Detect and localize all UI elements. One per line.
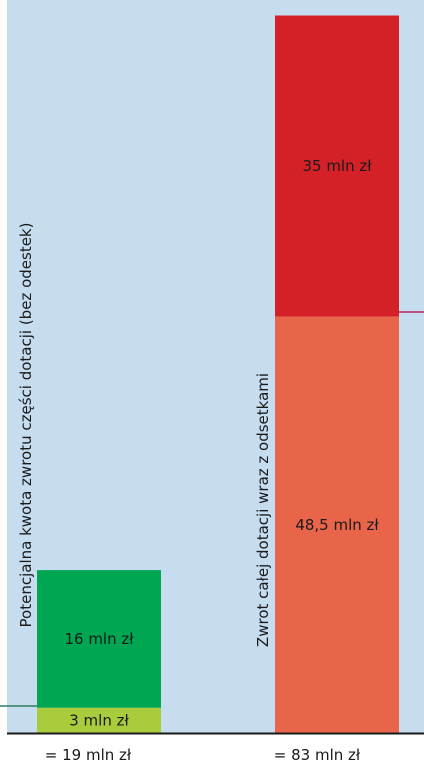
bar-1-segment-1-label: 3 mln zł bbox=[69, 712, 129, 730]
total-label-2: = 83 mln zł bbox=[274, 746, 361, 764]
total-label-1: = 19 mln zł bbox=[45, 746, 132, 764]
bar-1-segment-2-label: 16 mln zł bbox=[64, 630, 134, 648]
bar-2-segment-2-label: 35 mln zł bbox=[302, 157, 372, 175]
category-label-2: Zwrot całej dotacji wraz z odsetkami bbox=[254, 373, 272, 647]
bar-2-segment-1-label: 48,5 mln zł bbox=[295, 516, 379, 534]
bar-1-segment-1 bbox=[37, 707, 161, 734]
bar-2-segment-2 bbox=[275, 15, 399, 317]
bar-1-segment-2 bbox=[37, 570, 161, 708]
category-label-1: Potencjalna kwota zwrotu części dotacji … bbox=[17, 223, 35, 628]
bar-2-segment-1 bbox=[275, 316, 399, 734]
